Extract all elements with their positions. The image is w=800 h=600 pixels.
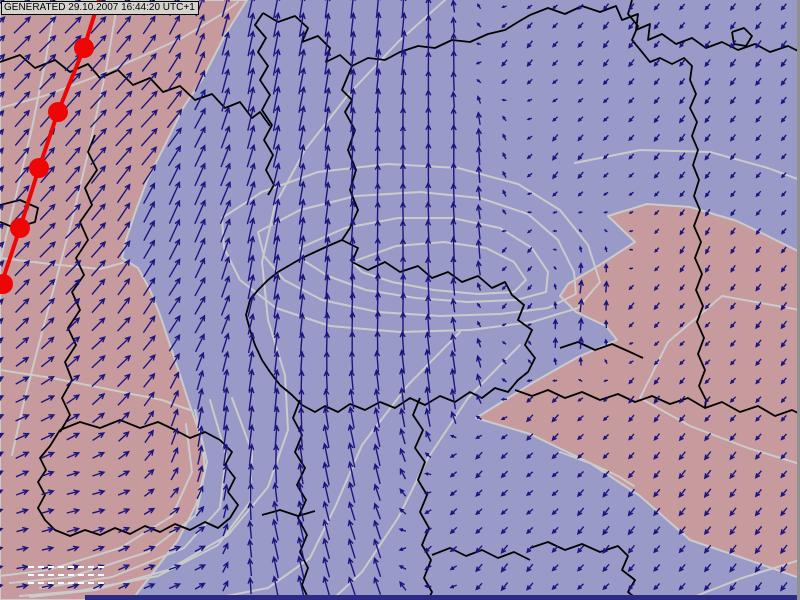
watermark-dash — [28, 566, 34, 568]
watermark-dash — [78, 566, 84, 568]
country-border — [529, 5, 800, 53]
watermark-dashes — [28, 566, 104, 584]
country-border — [431, 547, 531, 561]
warm-front-pip — [48, 102, 68, 122]
isoline — [29, 0, 446, 598]
isoline — [221, 163, 601, 333]
watermark-dash — [98, 582, 104, 584]
watermark-dash — [58, 574, 64, 576]
isoline — [0, 0, 57, 263]
country-border — [514, 389, 800, 417]
generated-timestamp-label: GENERATED 29.10.2007 16:44:20 UTC+1 — [1, 1, 199, 15]
country-border — [627, 0, 707, 409]
watermark-dash — [98, 566, 104, 568]
isoline — [685, 559, 800, 600]
isoline — [257, 191, 577, 317]
country-border — [351, 14, 531, 67]
isoline — [574, 149, 800, 181]
country-border — [37, 419, 239, 537]
watermark-dash — [88, 582, 94, 584]
watermark-dash — [68, 566, 74, 568]
isoline — [559, 451, 635, 487]
isoline — [0, 1, 239, 109]
isoline — [204, 331, 461, 600]
country-border — [261, 509, 316, 517]
watermark-dash — [88, 566, 94, 568]
watermark-dash — [28, 582, 34, 584]
isoline — [331, 344, 521, 600]
isoline — [0, 369, 191, 411]
watermark-dash — [68, 582, 74, 584]
warm-front-pip — [74, 38, 94, 58]
country-border — [731, 27, 753, 47]
warm-front-pip — [0, 274, 13, 294]
warm-advection-region — [475, 203, 800, 579]
isoline — [299, 217, 549, 303]
isoline — [9, 409, 208, 584]
country-border — [559, 341, 644, 359]
watermark-dash — [48, 574, 54, 576]
watermark-dash — [68, 574, 74, 576]
isoline — [19, 397, 253, 597]
warm-advection-region — [0, 0, 248, 600]
watermark-dash — [58, 566, 64, 568]
country-border — [0, 54, 271, 127]
watermark-dash — [38, 574, 44, 576]
bottom-edge-strip — [85, 595, 797, 600]
country-border — [254, 12, 275, 196]
warm-front-pip — [29, 158, 49, 178]
country-border — [245, 239, 536, 413]
warm-front-pip — [10, 218, 30, 238]
country-border — [529, 541, 639, 600]
right-edge-strip — [797, 0, 800, 600]
country-border — [292, 399, 310, 600]
watermark-dash — [88, 574, 94, 576]
watermark-dash — [28, 574, 34, 576]
isoline — [351, 241, 527, 295]
isoline — [11, 0, 119, 456]
warm-front-symbol — [0, 0, 101, 294]
watermark-dash — [78, 574, 84, 576]
country-border — [412, 397, 433, 600]
watermark-dash — [58, 582, 64, 584]
watermark-dash — [38, 582, 44, 584]
isoline — [639, 295, 800, 465]
watermark-dash — [98, 574, 104, 576]
watermark-dash — [38, 566, 44, 568]
watermark-dash — [78, 582, 84, 584]
watermark-dash — [48, 582, 54, 584]
watermark-dash — [48, 566, 54, 568]
